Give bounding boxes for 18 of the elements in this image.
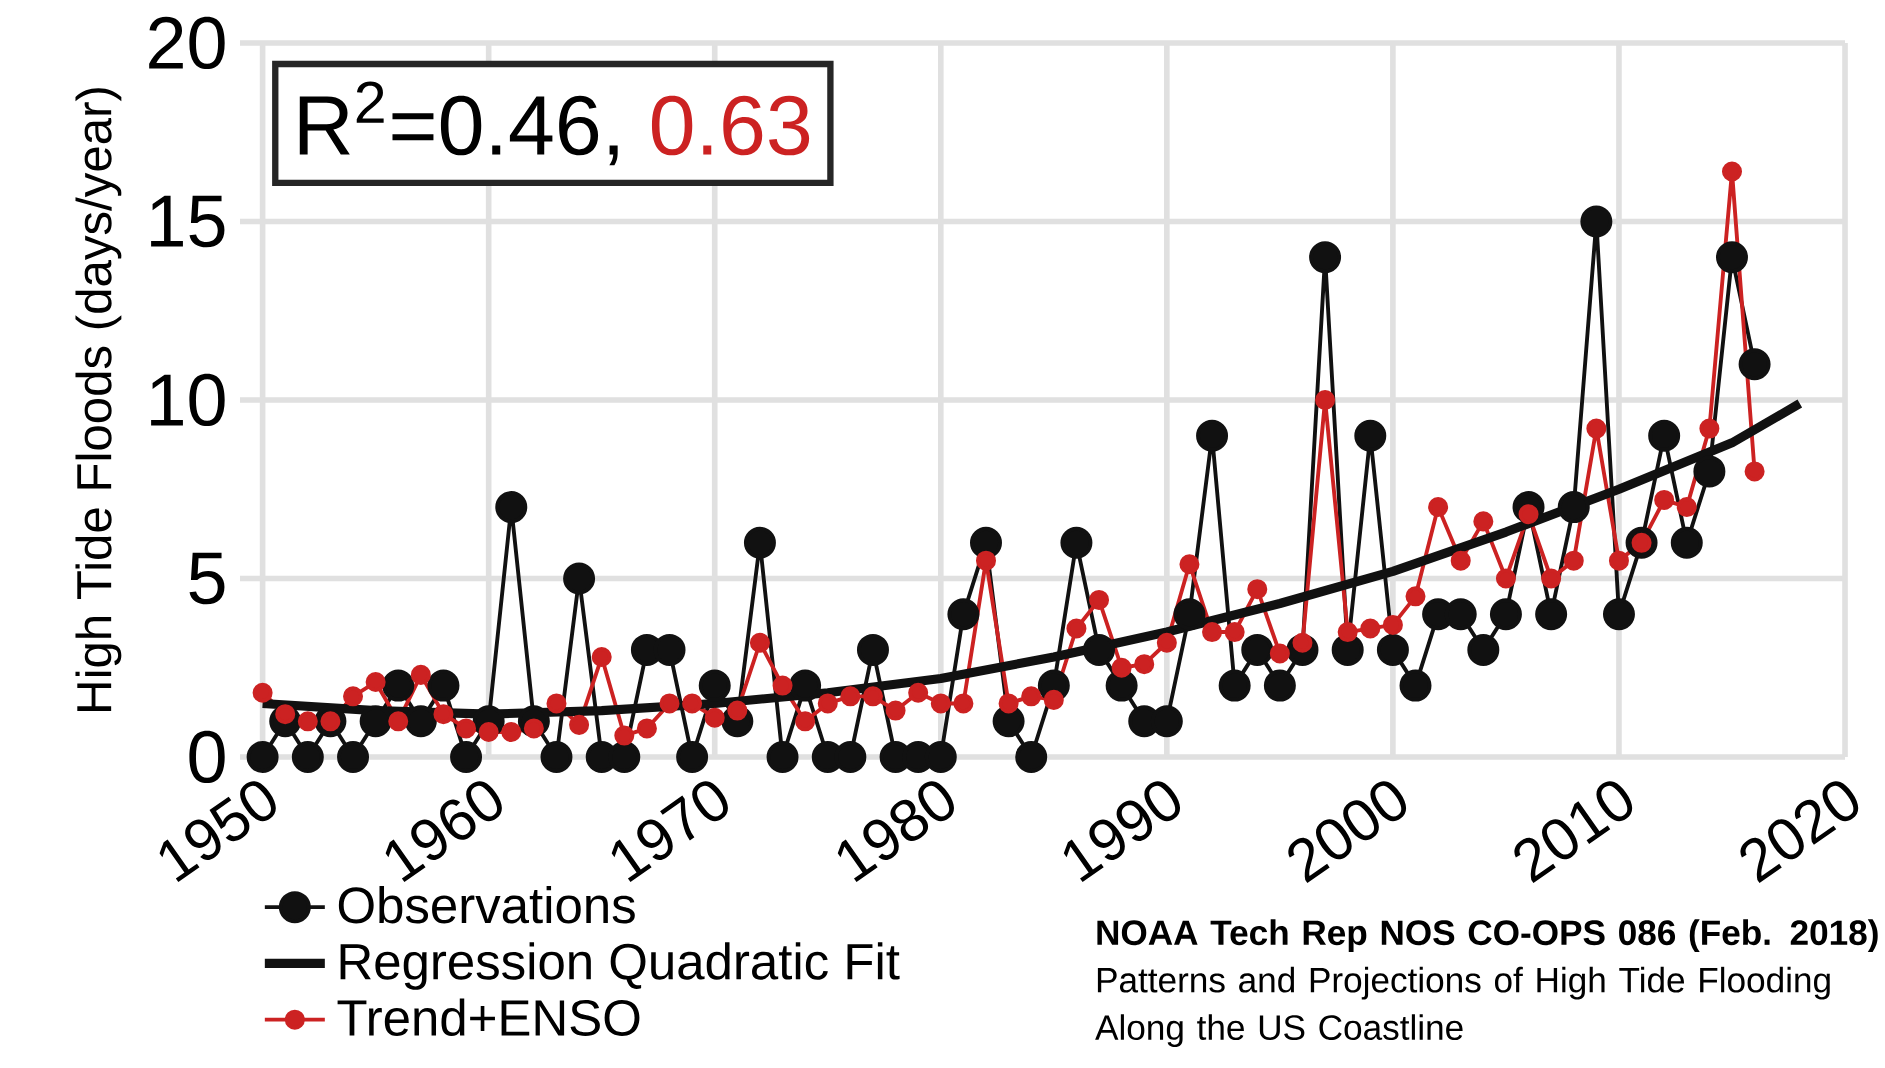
y-tick-label: 10 bbox=[151, 373, 225, 427]
text: Patterns and Projections of High Tide Flooding Along the US Coastline bbox=[1095, 966, 1830, 1047]
y-tick-label: 15 bbox=[151, 195, 225, 248]
y-tick-label: 20 bbox=[149, 16, 225, 70]
y-tick-label: 0 bbox=[189, 730, 225, 784]
y-axis-title: High Tide Floods (days/year) bbox=[75, 88, 122, 711]
x-tick-label: 1980 bbox=[837, 781, 954, 883]
x-tick-label: 1990 bbox=[1063, 781, 1181, 883]
annotation: 0.63 bbox=[651, 95, 810, 156]
annotation: R$^{2}$=0.46, bbox=[299, 81, 618, 166]
legend-label: Trend+ENSO bbox=[337, 998, 640, 1036]
x-tick-label: 1950 bbox=[159, 781, 276, 883]
x-tick-label: 1960 bbox=[385, 781, 502, 883]
legend-label: Regression Quadratic Fit bbox=[340, 942, 900, 990]
text: NOAA Tech Rep NOS CO-OPS 086 (Feb. 2018) bbox=[1097, 919, 1878, 953]
legend-label: Observations bbox=[338, 886, 635, 924]
y-tick-label: 5 bbox=[189, 552, 225, 605]
x-tick-label: 1970 bbox=[611, 781, 728, 883]
